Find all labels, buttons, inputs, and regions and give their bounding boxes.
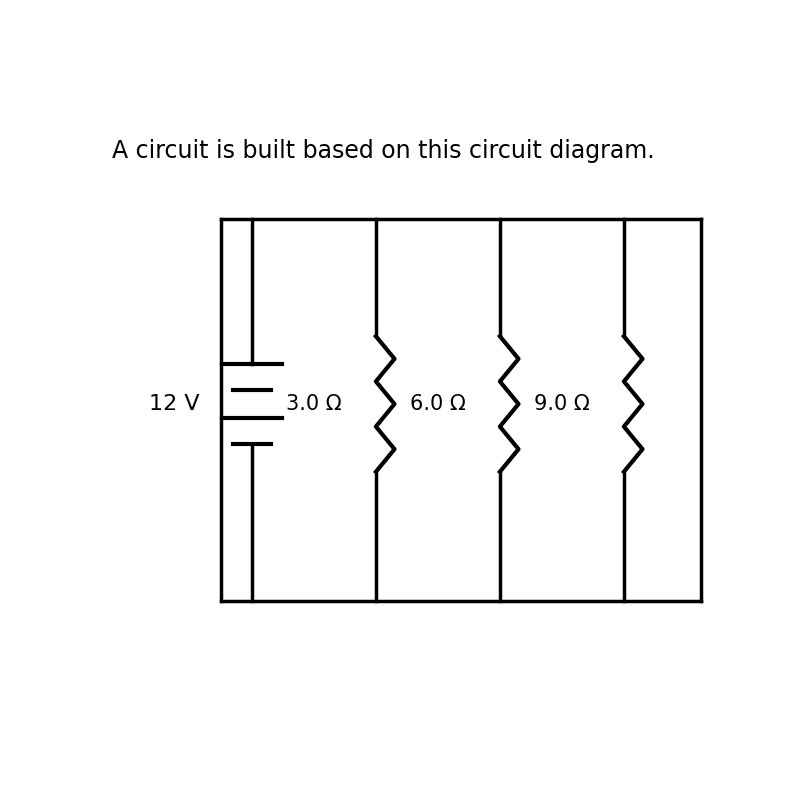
Text: 3.0 Ω: 3.0 Ω — [286, 394, 342, 414]
Text: 9.0 Ω: 9.0 Ω — [534, 394, 590, 414]
Text: 6.0 Ω: 6.0 Ω — [410, 394, 466, 414]
Text: A circuit is built based on this circuit diagram.: A circuit is built based on this circuit… — [112, 139, 655, 163]
Text: 12 V: 12 V — [149, 394, 199, 414]
